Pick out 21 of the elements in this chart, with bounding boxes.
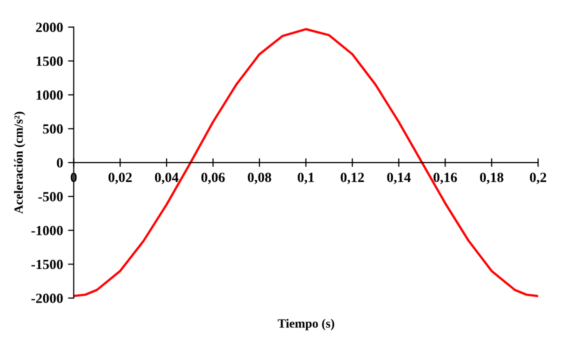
y-tick-label: -500: [38, 192, 63, 202]
x-tick-label: 0,1: [298, 172, 314, 184]
y-tick-label: 2000: [36, 22, 63, 32]
x-tick-label: 0,04: [154, 172, 178, 184]
x-tick-label: 0,14: [387, 172, 411, 184]
y-tick-label: 1500: [36, 56, 63, 66]
y-tick-label: 0: [56, 158, 63, 168]
y-tick-label: -1000: [31, 226, 63, 236]
y-tick-label: 500: [43, 124, 63, 134]
y-tick-label: -1500: [31, 260, 63, 270]
x-axis-title: Tiempo (s): [278, 318, 334, 330]
y-tick-label: 1000: [36, 90, 63, 100]
x-tick-label: 0,16: [434, 172, 457, 184]
x-tick-label: 0,08: [248, 172, 272, 184]
x-tick-label: 0,02: [108, 172, 132, 184]
x-tick-label: 0,12: [340, 172, 364, 184]
x-tick-label: 0,2: [530, 172, 546, 184]
y-axis-title: Aceleración (cm/s²): [14, 112, 26, 214]
x-tick-label: 0,06: [201, 172, 225, 184]
x-tick-label: 0,18: [480, 172, 504, 184]
y-tick-label: -2000: [31, 294, 63, 304]
